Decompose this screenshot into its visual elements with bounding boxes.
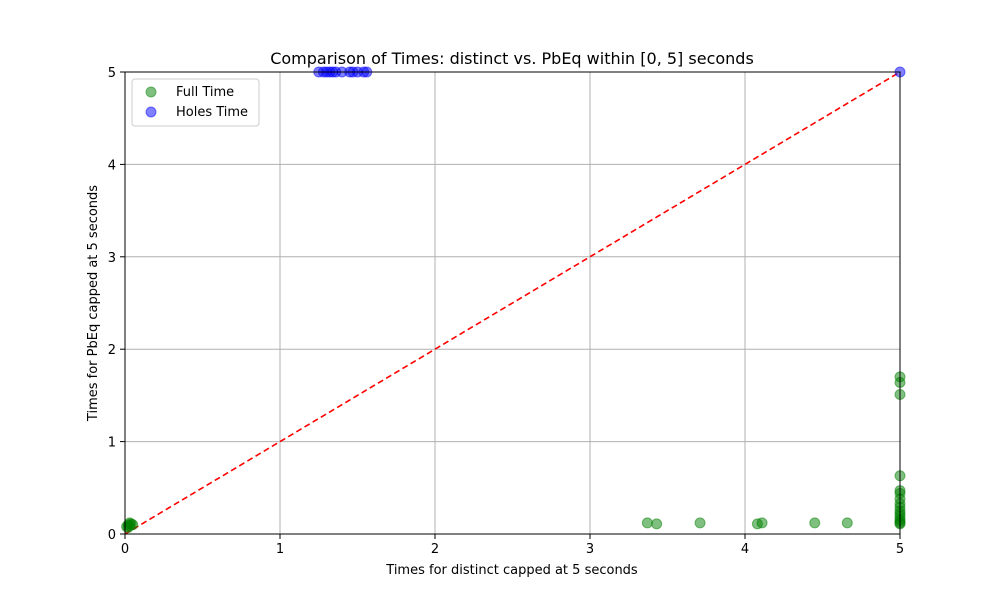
y-tick-label: 0	[108, 528, 116, 543]
y-tick-label: 5	[108, 66, 116, 81]
y-tick-label: 1	[108, 436, 116, 451]
data-point	[651, 518, 663, 530]
diagonal-reference-line	[124, 71, 901, 535]
data-point	[756, 517, 768, 529]
data-point	[641, 517, 653, 529]
diagonal-line-layer	[124, 71, 901, 535]
y-tick-label: 2	[108, 343, 116, 358]
x-tick-label: 4	[741, 542, 749, 557]
x-tick-label: 1	[276, 542, 284, 557]
legend-box	[131, 78, 260, 127]
y-tick-label: 4	[108, 158, 116, 173]
data-point	[124, 517, 136, 529]
legend-marker-holes-time	[145, 106, 157, 118]
legend-marker-full-time	[145, 86, 157, 98]
legend: Full Time Holes Time	[131, 78, 260, 127]
legend-label-full-time: Full Time	[176, 85, 234, 100]
data-point	[809, 517, 821, 529]
y-axis-label: Times for PbEq capped at 5 seconds	[86, 185, 101, 422]
ticks: 0 1 2 3 4 5 0 1 2 3 4 5	[108, 66, 904, 557]
x-axis-label: Times for distinct capped at 5 seconds	[385, 563, 638, 578]
x-tick-label: 0	[121, 542, 129, 557]
y-tick-label: 3	[108, 251, 116, 266]
chart-title: Comparison of Times: distinct vs. PbEq w…	[270, 49, 754, 68]
series-0	[121, 371, 906, 534]
data-point	[841, 517, 853, 529]
x-tick-label: 2	[431, 542, 439, 557]
x-tick-label: 3	[586, 542, 594, 557]
legend-label-holes-time: Holes Time	[176, 105, 248, 120]
plot-frame	[124, 71, 901, 535]
data-point	[694, 517, 706, 529]
x-tick-label: 5	[896, 542, 904, 557]
